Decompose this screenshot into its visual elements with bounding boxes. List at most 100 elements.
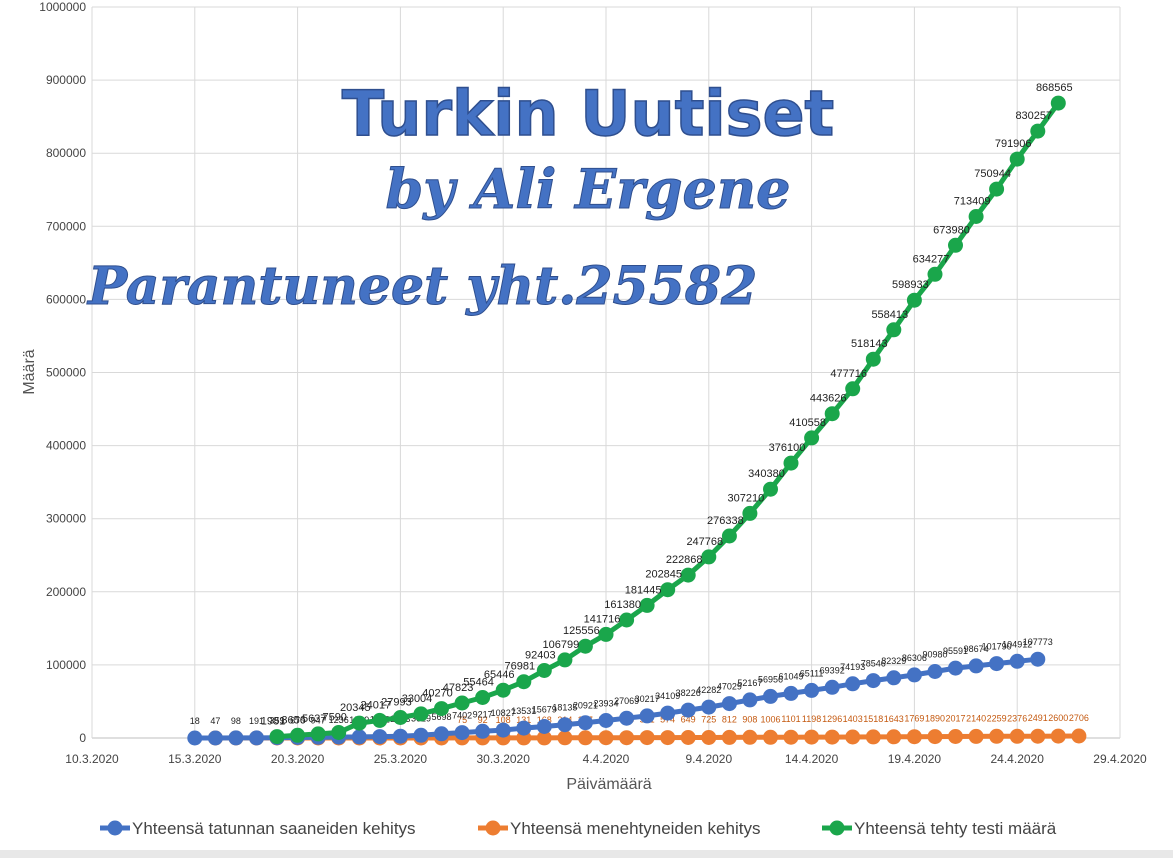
legend-swatch-marker <box>485 820 501 836</box>
data-point <box>701 549 717 565</box>
data-point <box>639 597 655 613</box>
legend-item-3: Yhteensä tehty testi määrä <box>822 819 1057 838</box>
series-layer: 7592108131168214277356425501574649725812… <box>187 82 1089 746</box>
data-label: 247768 <box>686 536 723 548</box>
data-point <box>598 713 614 728</box>
data-label: 307210 <box>728 492 765 504</box>
data-label: 598933 <box>892 279 929 291</box>
data-point <box>989 728 1005 744</box>
data-point <box>187 730 203 746</box>
data-point <box>742 505 758 521</box>
data-label: 1518 <box>863 714 883 724</box>
data-point <box>783 729 799 745</box>
y-tick-label: 900000 <box>46 73 86 87</box>
data-label: 18135 <box>552 703 577 713</box>
data-label: 2017 <box>945 714 965 724</box>
data-label: 7590 <box>322 712 346 724</box>
data-point <box>721 729 737 745</box>
data-point <box>660 705 676 721</box>
data-label: 141716 <box>584 613 621 625</box>
data-label: 56956 <box>758 674 783 684</box>
data-point <box>536 730 552 746</box>
y-tick-label: 800000 <box>46 146 86 160</box>
window-bottom-edge <box>0 850 1173 858</box>
legend-swatch-marker <box>829 820 845 836</box>
data-point <box>845 729 861 745</box>
data-point <box>372 712 388 728</box>
data-label: 40270 <box>422 688 453 700</box>
data-label: 7402 <box>452 711 472 721</box>
data-label: 92403 <box>525 650 556 662</box>
data-point <box>886 670 902 686</box>
data-label: 23934 <box>593 699 618 709</box>
data-label: 20921 <box>573 701 598 711</box>
data-point <box>906 667 922 683</box>
data-point <box>824 729 840 745</box>
data-label: 725 <box>701 715 716 725</box>
data-label: 830257 <box>1015 110 1052 122</box>
data-point <box>434 726 449 742</box>
watermark-title: Turkin Uutiset <box>342 77 834 150</box>
data-point <box>639 708 655 724</box>
data-label: 76981 <box>505 661 536 673</box>
data-point <box>207 730 223 746</box>
data-point <box>989 181 1005 197</box>
data-label: 82329 <box>881 656 906 666</box>
data-point <box>1050 95 1066 111</box>
data-point <box>249 730 264 746</box>
data-label: 443626 <box>810 393 847 405</box>
data-label: 47823 <box>443 682 474 694</box>
data-point <box>536 663 552 678</box>
watermark-subtitle: by Ali Ergene <box>386 157 791 221</box>
data-label: 125556 <box>563 625 600 637</box>
data-label: 61049 <box>778 671 803 681</box>
data-point <box>927 729 943 745</box>
data-label: 340380 <box>748 468 785 480</box>
data-label: 10827 <box>491 708 516 718</box>
data-point <box>1009 728 1025 744</box>
data-point <box>557 717 573 733</box>
data-point <box>475 723 491 739</box>
data-point <box>619 710 635 726</box>
data-label: 1296 <box>822 714 842 724</box>
data-point <box>886 729 902 745</box>
data-point <box>331 725 347 740</box>
data-point <box>577 730 593 746</box>
data-label: 107773 <box>1023 637 1053 647</box>
data-point <box>495 722 511 738</box>
data-point <box>269 729 285 745</box>
data-point <box>845 676 861 692</box>
data-label: 518143 <box>851 338 888 350</box>
x-axis-ticks: 10.3.2020 15.3.2020 20.3.2020 25.3.2020 30.3… <box>65 752 1147 766</box>
data-label: 1236 <box>329 715 349 725</box>
data-label: 65111 <box>800 668 824 678</box>
x-tick-label: 30.3.2020 <box>477 752 531 766</box>
data-point <box>968 209 984 224</box>
y-tick-label: 0 <box>79 731 86 745</box>
data-point <box>763 481 778 497</box>
data-point <box>886 322 902 338</box>
data-point <box>1009 151 1025 167</box>
data-point <box>351 715 367 731</box>
data-label: 108 <box>496 715 511 725</box>
x-tick-label: 20.3.2020 <box>271 752 325 766</box>
data-point <box>660 730 676 746</box>
data-point <box>639 730 655 746</box>
data-label: 1643 <box>884 714 904 724</box>
data-label: 27993 <box>381 697 412 709</box>
data-label: 104912 <box>1002 639 1032 649</box>
data-point <box>557 730 573 746</box>
data-label: 276338 <box>707 515 744 527</box>
data-point <box>495 682 511 698</box>
data-point <box>434 701 449 717</box>
data-label: 2140 <box>966 713 986 723</box>
data-label: 98674 <box>964 644 989 654</box>
data-label: 52167 <box>737 678 762 688</box>
data-label: 477716 <box>830 368 867 380</box>
data-point <box>906 292 922 308</box>
data-point <box>1009 653 1025 669</box>
data-point <box>968 728 984 744</box>
series-3: 1981365656377590203452401727993330044027… <box>261 82 1073 745</box>
data-point <box>680 567 696 583</box>
